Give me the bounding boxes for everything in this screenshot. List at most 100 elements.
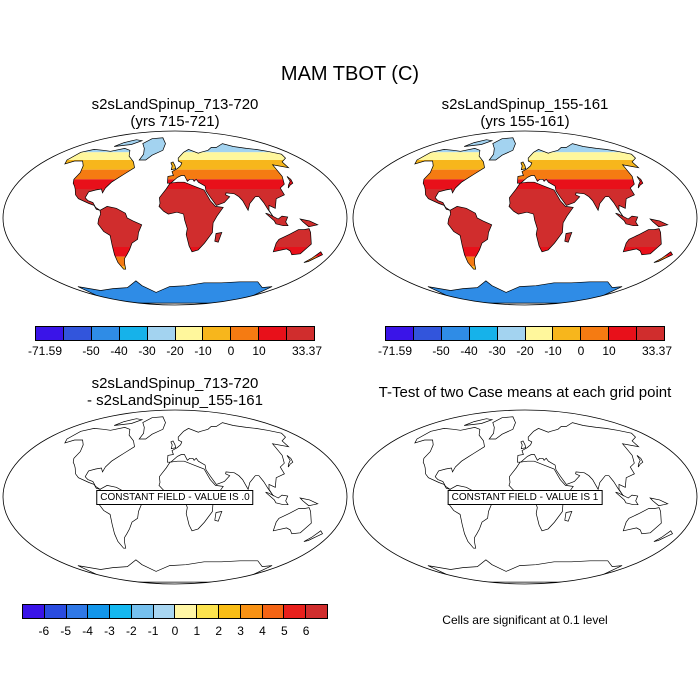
map-2-north_america-band <box>414 179 485 189</box>
map-3-indonesia-coast <box>265 491 289 506</box>
map-1-eurasia-band <box>167 152 289 160</box>
colorbar-1-swatch <box>91 327 120 340</box>
map-2-north-america-coast <box>414 148 485 211</box>
map-2-japan-band <box>637 179 643 188</box>
map-2-south_america-band <box>447 247 492 257</box>
map-1-north_america-band <box>64 169 135 180</box>
colorbar-1-tick-label: -10 <box>194 344 212 358</box>
map-4-japan-coast <box>636 455 644 468</box>
colorbar-1-tick-label: 0 <box>227 344 235 358</box>
map-4-new-guinea-coast <box>649 497 669 507</box>
panel-4-title-line1: T-Test of two Case means at each grid po… <box>378 384 672 401</box>
significance-footnote: Cells are significant at 0.1 level <box>442 613 608 627</box>
colorbar-1-swatch <box>259 327 288 340</box>
colorbar-1-tick-label: 33.37 <box>291 344 323 358</box>
map-1-africa-coast <box>158 181 224 253</box>
map-4-australia-coast <box>622 507 662 535</box>
map-1-japan-band <box>287 179 293 188</box>
panel-1-title: s2sLandSpinup_713-720 (yrs 715-721) <box>15 96 335 130</box>
colorbar-2-swatch <box>609 327 638 340</box>
colorbar-diff-tick-label: -2 <box>125 624 137 638</box>
map-2-japan-coast <box>636 176 644 189</box>
colorbar-1-swatch <box>147 327 176 340</box>
map-1-australia-coast <box>272 228 312 256</box>
map-1-antarctica-coast <box>77 280 273 304</box>
map-2-south-america-coast <box>447 206 493 270</box>
map-2-south_america-band <box>447 256 492 267</box>
colorbar-2-swatch <box>469 327 498 340</box>
colorbar-diff-swatch <box>175 605 198 618</box>
colorbar-1-tick-label: -40 <box>110 344 128 358</box>
colorbar-diff-swatch <box>219 605 241 618</box>
map-2-north_america-band <box>414 160 485 170</box>
colorbar-1-swatch <box>175 327 204 340</box>
map-1-ocean <box>3 131 347 305</box>
colorbar-2-swatch <box>525 327 554 340</box>
map-2-africa-coast <box>508 181 574 253</box>
colorbar-1-swatch <box>287 327 315 340</box>
map-1-uk-coast <box>170 161 177 171</box>
map-1-north_america-band <box>64 148 135 153</box>
map-3-north-america-coast <box>64 427 135 490</box>
map-1-north_america-band <box>64 152 135 160</box>
map-2-arctic-isles-coast <box>464 139 494 147</box>
map-1-australia-band <box>273 247 312 255</box>
map-4-madagascar-coast <box>564 511 573 522</box>
map-2-madagascar-band <box>564 232 572 243</box>
colorbar-2-tick-label: -30 <box>488 344 506 358</box>
colorbar-1-swatch <box>203 327 232 340</box>
constant-field-label-panel-3: CONSTANT FIELD - VALUE IS .0 <box>96 490 254 505</box>
map-3-madagascar-coast <box>214 511 223 522</box>
map-1-north-america-coast <box>64 148 135 211</box>
colorbar-2-swatch <box>441 327 470 340</box>
map-1-eurasia-band <box>167 160 289 170</box>
colorbar-1-tick-label: -30 <box>138 344 156 358</box>
colorbar-2-swatch <box>637 327 665 340</box>
colorbar-diff-swatch <box>131 605 154 618</box>
colorbar-1-swatch <box>63 327 92 340</box>
map-4-antarctica-coast <box>427 559 623 583</box>
colorbar-diff-tick-label: 4 <box>259 624 266 638</box>
colorbar-diff-swatch <box>284 605 307 618</box>
map-1-indonesia-coast <box>265 212 289 227</box>
map-4-indonesia-coast <box>615 491 639 506</box>
map-1-eurasia-band <box>167 169 289 180</box>
map-2-eurasia-band <box>517 160 639 170</box>
map-3-arctic-isles-coast <box>114 418 144 426</box>
map-2-eurasia-band <box>517 143 639 153</box>
colorbar-diff-tick-label: 5 <box>280 624 288 638</box>
map-2-ocean <box>353 131 697 305</box>
map-1-new-guinea-coast <box>299 218 319 228</box>
map-1-new_guinea-band <box>300 219 318 227</box>
map-3-nz-coast <box>303 530 323 542</box>
map-3-australia-coast <box>272 507 312 535</box>
map-3-eurasia-coast <box>167 422 290 497</box>
map-1 <box>2 130 348 306</box>
colorbar-2-swatch <box>386 327 414 340</box>
colorbar-1-swatch <box>231 327 260 340</box>
map-2-north_america-band <box>414 152 485 160</box>
map-2-uk-coast <box>520 161 527 171</box>
colorbar-1-swatch <box>36 327 64 340</box>
colorbar-2-swatch <box>497 327 526 340</box>
colorbar-diff-tick-label: -3 <box>104 624 115 638</box>
panel-4-title: T-Test of two Case means at each grid po… <box>345 384 700 401</box>
colorbar-2-swatch <box>581 327 610 340</box>
map-4-uk-coast <box>520 440 527 450</box>
colorbar-2-tick-label: -40 <box>460 344 478 358</box>
colorbar-diff-tick-label: 6 <box>302 624 310 638</box>
map-1-madagascar-band <box>214 232 222 243</box>
colorbar-diff-swatch <box>197 605 220 618</box>
map-2-greenland-coast <box>488 137 516 161</box>
panel-1-title-line2: (yrs 715-721) <box>130 113 220 130</box>
map-2-uk-band <box>520 161 526 170</box>
colorbar-diff-tick-label: -4 <box>82 624 93 638</box>
map-2-madagascar-coast <box>564 232 573 243</box>
colorbar-diff-swatch <box>306 605 327 618</box>
colorbar-1-swatch <box>119 327 148 340</box>
colorbar-2-swatch <box>553 327 582 340</box>
map-2-australia-coast <box>622 228 662 256</box>
panel-3-title-line1: s2sLandSpinup_713-720 <box>91 375 259 392</box>
colorbar-diff-swatch <box>44 605 67 618</box>
